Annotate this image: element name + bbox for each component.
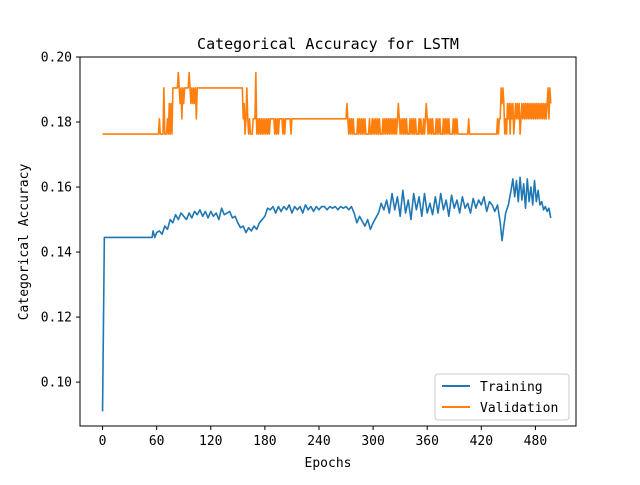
plot-frame bbox=[79, 56, 577, 427]
legend: Training Validation bbox=[434, 373, 570, 421]
x-tick-label: 0 bbox=[99, 434, 107, 449]
x-tick-label: 420 bbox=[470, 434, 493, 449]
x-tick-label: 300 bbox=[361, 434, 384, 449]
y-axis-label: Categorical Accuracy bbox=[17, 164, 32, 321]
y-tick-label: 0.10 bbox=[41, 376, 72, 391]
x-ticks: 0 60 120 180 240 300 360 420 480 bbox=[99, 426, 547, 449]
series-layer bbox=[101, 71, 552, 412]
legend-label-training: Training bbox=[480, 380, 543, 395]
y-tick-label: 0.20 bbox=[41, 51, 72, 66]
x-tick-label: 240 bbox=[307, 434, 330, 449]
legend-label-validation: Validation bbox=[480, 401, 558, 416]
y-tick-label: 0.14 bbox=[41, 246, 72, 261]
y-ticks: 0.10 0.12 0.14 0.16 0.18 0.20 bbox=[41, 51, 80, 391]
y-tick-label: 0.12 bbox=[41, 311, 72, 326]
x-tick-label: 360 bbox=[415, 434, 438, 449]
chart-title: Categorical Accuracy for LSTM bbox=[197, 35, 459, 53]
y-tick-label: 0.16 bbox=[41, 181, 72, 196]
x-axis-label: Epochs bbox=[305, 456, 352, 471]
y-tick-label: 0.18 bbox=[41, 116, 72, 131]
series-line-validation bbox=[102, 71, 552, 135]
series-line-training bbox=[101, 176, 552, 412]
x-tick-label: 60 bbox=[149, 434, 165, 449]
x-tick-label: 480 bbox=[524, 434, 547, 449]
x-tick-label: 120 bbox=[199, 434, 222, 449]
x-tick-label: 180 bbox=[253, 434, 276, 449]
